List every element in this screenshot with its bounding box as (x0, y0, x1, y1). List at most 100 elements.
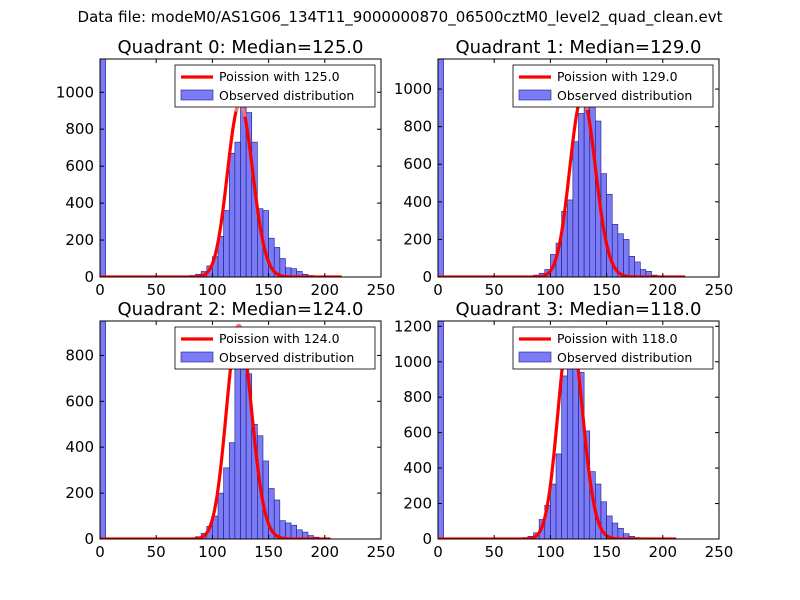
y-tick-label: 1200 (394, 317, 432, 335)
x-tick-label: 50 (485, 281, 504, 299)
y-tick-label: 400 (65, 438, 94, 456)
x-tick-label: 100 (536, 543, 565, 561)
legend-label-poisson: Poission with 125.0 (219, 69, 340, 84)
y-tick-label: 800 (65, 346, 94, 364)
y-tick-label: 800 (403, 118, 432, 136)
y-tick-label: 200 (403, 495, 432, 513)
y-tick-label: 0 (422, 530, 432, 548)
x-tick-label: 250 (367, 281, 396, 299)
legend-label-observed: Observed distribution (219, 350, 354, 365)
axes-frame (99, 320, 382, 540)
x-tick-label: 150 (254, 543, 283, 561)
x-tick-label: 150 (592, 543, 621, 561)
quadrant-2-chart: 0 50 100 150 200 250 0 200 400 600 800 Quadrant 2: … (65, 299, 395, 561)
x-tick-label: 0 (95, 543, 105, 561)
legend-label-poisson: Poission with 129.0 (557, 69, 678, 84)
histogram-bar (555, 453, 562, 539)
x-tick-label: 100 (198, 281, 227, 299)
axes-frame (99, 58, 382, 278)
histogram-bar (623, 239, 630, 277)
y-tick-label: 0 (84, 268, 94, 286)
axes-frame (437, 320, 720, 540)
x-tick-label: 200 (310, 281, 339, 299)
histogram-bar (100, 321, 106, 539)
histogram-bar (578, 113, 585, 277)
histogram-bar (223, 467, 230, 539)
legend-label-observed: Observed distribution (557, 350, 692, 365)
x-tick-label: 250 (705, 543, 734, 561)
y-tick-label: 200 (65, 231, 94, 249)
figure-suptitle: Data file: modeM0/AS1G06_134T11_90000008… (77, 8, 723, 26)
y-tick-label: 0 (422, 268, 432, 286)
histogram-bar (223, 210, 230, 277)
quadrant-1-chart: 0 50 100 150 200 250 0 200 400 600 800 1000 Quadrant… (394, 37, 734, 299)
histogram-bar (572, 141, 579, 277)
histogram-bar (438, 321, 444, 539)
x-tick-label: 150 (254, 281, 283, 299)
quadrant-0-chart: 0 50 100 150 200 250 0 200 400 600 800 1000 Quadrant… (56, 37, 396, 299)
histogram-bar (234, 141, 241, 277)
y-tick-label: 1000 (56, 83, 94, 101)
y-tick-label: 200 (65, 484, 94, 502)
y-tick-label: 1000 (394, 353, 432, 371)
legend-bar-swatch (518, 351, 552, 363)
x-tick-label: 100 (536, 281, 565, 299)
x-tick-label: 200 (310, 543, 339, 561)
histogram-bar (634, 261, 641, 277)
y-tick-label: 600 (65, 392, 94, 410)
x-tick-label: 50 (485, 543, 504, 561)
x-tick-label: 0 (95, 281, 105, 299)
y-tick-label: 400 (403, 193, 432, 211)
y-tick-label: 400 (65, 194, 94, 212)
legend-bar-swatch (518, 89, 552, 101)
legend: Poission with 125.0 Observed distribution (174, 64, 376, 108)
y-tick-label: 400 (403, 459, 432, 477)
histogram-bar (100, 59, 106, 277)
x-tick-label: 50 (147, 281, 166, 299)
histogram-bar (566, 199, 574, 277)
legend: Poission with 118.0 Observed distribution (512, 326, 714, 370)
histogram-bar (285, 522, 292, 539)
x-tick-label: 150 (592, 281, 621, 299)
chart-title: Quadrant 2: Median=124.0 (118, 299, 364, 320)
histogram-bar (566, 361, 574, 539)
histogram-bar (550, 483, 557, 539)
quadrant-3-chart: 0 50 100 150 200 250 0 200 400 600 800 1000 1200 Quad… (394, 299, 734, 561)
x-tick-label: 250 (367, 543, 396, 561)
y-tick-label: 1000 (394, 80, 432, 98)
x-tick-label: 100 (198, 543, 227, 561)
histogram-bar (217, 492, 224, 539)
x-tick-label: 250 (705, 281, 734, 299)
chart-title: Quadrant 1: Median=129.0 (456, 37, 702, 58)
axes-frame (437, 58, 720, 278)
legend: Poission with 124.0 Observed distribution (174, 326, 376, 370)
histogram-bar (234, 364, 241, 539)
y-tick-label: 600 (65, 157, 94, 175)
histogram-bar (290, 524, 297, 539)
x-tick-label: 0 (433, 543, 443, 561)
y-tick-label: 600 (403, 155, 432, 173)
y-tick-label: 200 (403, 230, 432, 248)
x-tick-label: 200 (648, 281, 677, 299)
histogram-bar (228, 442, 236, 539)
histogram-bar (228, 152, 236, 277)
legend-bar-swatch (180, 89, 214, 101)
y-tick-label: 800 (403, 388, 432, 406)
y-tick-label: 600 (403, 424, 432, 442)
legend-label-poisson: Poission with 124.0 (219, 331, 340, 346)
poisson-curve (438, 326, 677, 539)
x-tick-label: 200 (648, 543, 677, 561)
chart-title: Quadrant 3: Median=118.0 (456, 299, 702, 320)
legend-label-observed: Observed distribution (219, 88, 354, 103)
x-tick-label: 50 (147, 543, 166, 561)
y-tick-label: 0 (84, 530, 94, 548)
legend-bar-swatch (180, 351, 214, 363)
x-tick-label: 0 (433, 281, 443, 299)
legend-label-observed: Observed distribution (557, 88, 692, 103)
chart-title: Quadrant 0: Median=125.0 (118, 37, 364, 58)
histogram-bar (628, 256, 636, 277)
legend-label-poisson: Poission with 118.0 (557, 331, 678, 346)
legend: Poission with 129.0 Observed distribution (512, 64, 714, 108)
histogram-bar (240, 359, 247, 539)
